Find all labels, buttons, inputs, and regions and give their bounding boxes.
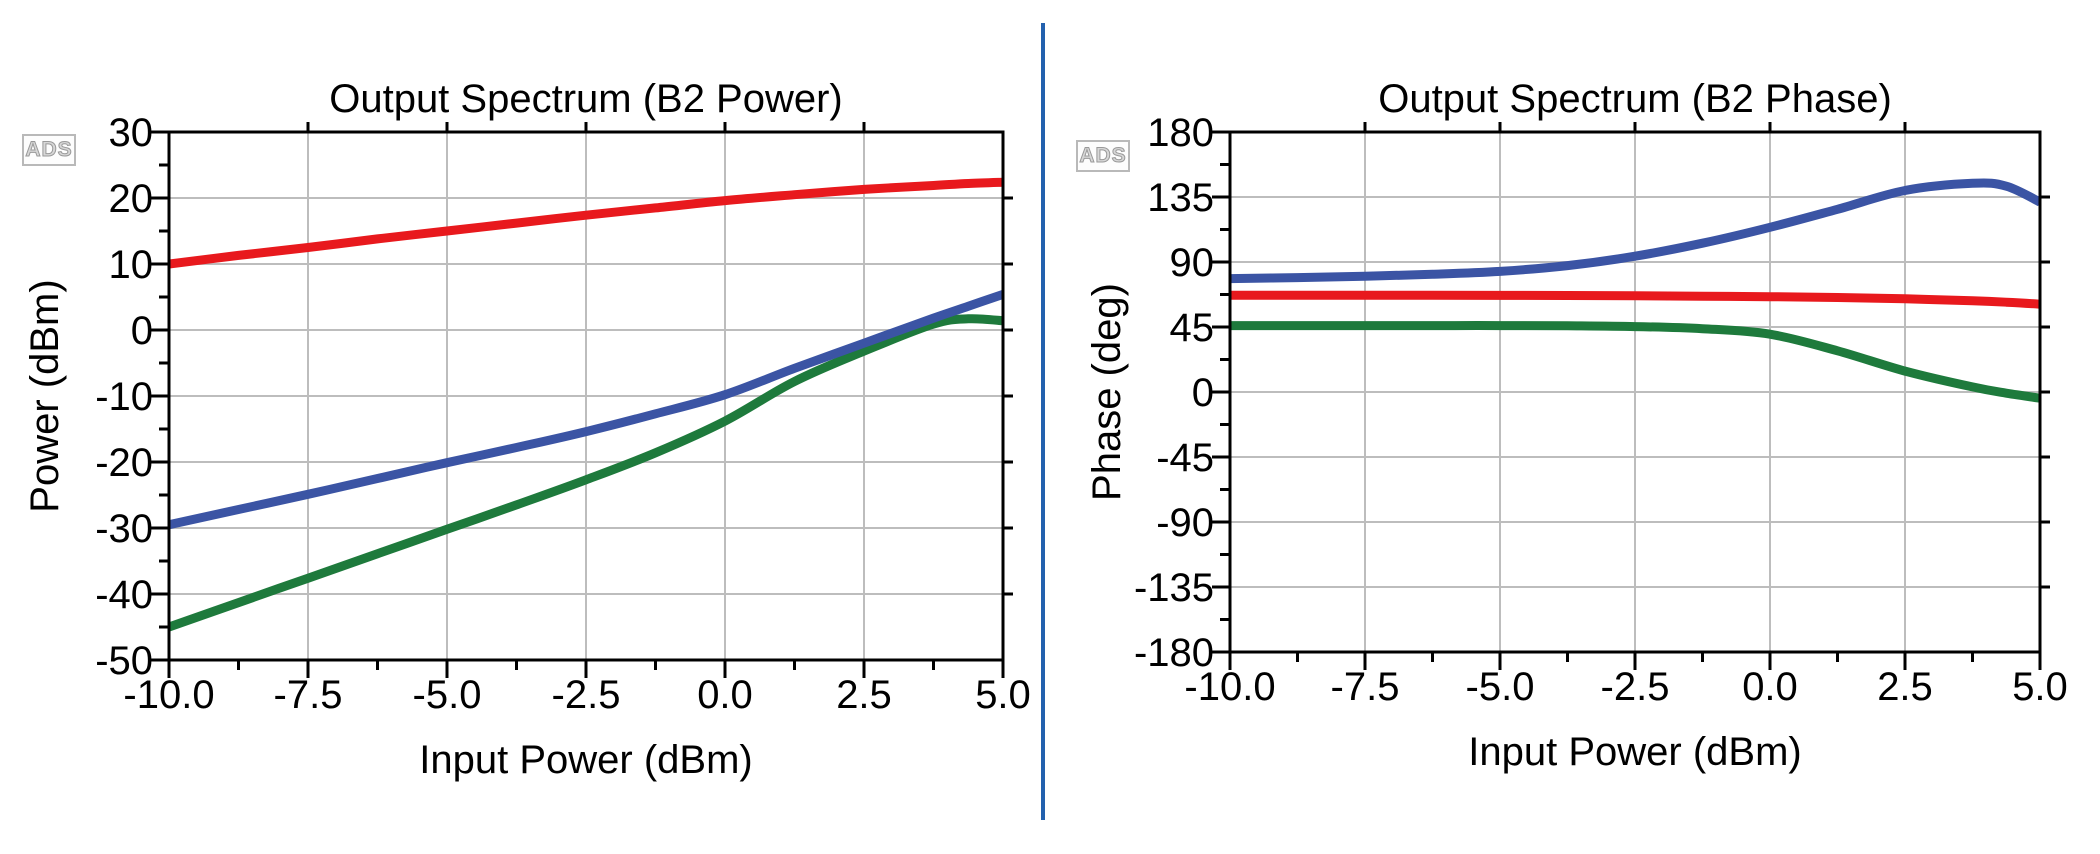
y-tick-label: -180 [1134,631,1214,675]
red-curve [169,177,1003,269]
green-curve [1230,321,2040,403]
y-tick-label: -40 [95,573,153,617]
blue-curve [169,290,1003,530]
y-tick-label: 180 [1147,111,1214,155]
y-tick-label: 0 [1192,371,1214,415]
x-tick-label: -5.0 [413,673,482,717]
chart-phase: -10.0 -7.5 -5.0 -2.5 0.0 2.5 5.0 180 135 90 45 0 -45… [1085,77,2068,774]
x-tick-label: -2.5 [1601,665,1670,709]
blue-curve [1230,178,2040,284]
x-tick-label: 5.0 [2012,665,2068,709]
x-tick-label: 2.5 [1877,665,1933,709]
ads-logo-text: ADS [1079,144,1127,168]
y-axis-label: Phase (deg) [1085,283,1129,501]
y-tick-label: 0 [131,309,153,353]
chart-title: Output Spectrum (B2 Power) [329,77,843,121]
y-tick-label: -90 [1156,501,1214,545]
ads-logo: ADS [22,134,76,166]
y-tick-label: -45 [1156,436,1214,480]
x-tick-label: 0.0 [697,673,753,717]
y-tick-label: 45 [1170,306,1215,350]
y-tick-label: 10 [109,243,154,287]
y-tick-label: -50 [95,639,153,683]
red-curve [1230,290,2040,309]
ads-logo-text: ADS [25,138,73,162]
x-tick-label: -7.5 [1331,665,1400,709]
y-tick-label: -20 [95,441,153,485]
x-axis-label: Input Power (dBm) [419,738,752,782]
y-tick-label: 20 [109,177,154,221]
chart-power: -10.0 -7.5 -5.0 -2.5 0.0 2.5 5.0 30 20 10 0 -10 -20 -… [23,77,1031,782]
x-tick-label: 5.0 [975,673,1031,717]
plot-frame [167,130,1005,662]
y-axis-label: Power (dBm) [23,279,67,512]
x-tick-label: -5.0 [1466,665,1535,709]
plot-frame [1228,130,2042,654]
y-tick-label: -30 [95,507,153,551]
y-tick-label: 90 [1170,241,1215,285]
x-tick-label: -7.5 [274,673,343,717]
x-tick-label: 0.0 [1742,665,1798,709]
x-tick-label: -10.0 [123,673,214,717]
x-axis-label: Input Power (dBm) [1468,730,1801,774]
ads-logo: ADS [1076,140,1130,172]
y-tick-label: 135 [1147,176,1214,220]
green-curve [169,314,1003,632]
x-tick-label: -2.5 [552,673,621,717]
y-tick-label: -10 [95,375,153,419]
x-tick-label: 2.5 [836,673,892,717]
y-tick-label: 30 [109,111,154,155]
x-tick-label: -10.0 [1184,665,1275,709]
y-tick-label: -135 [1134,566,1214,610]
chart-title: Output Spectrum (B2 Phase) [1378,77,1892,121]
panel-divider-line [1041,23,1045,820]
